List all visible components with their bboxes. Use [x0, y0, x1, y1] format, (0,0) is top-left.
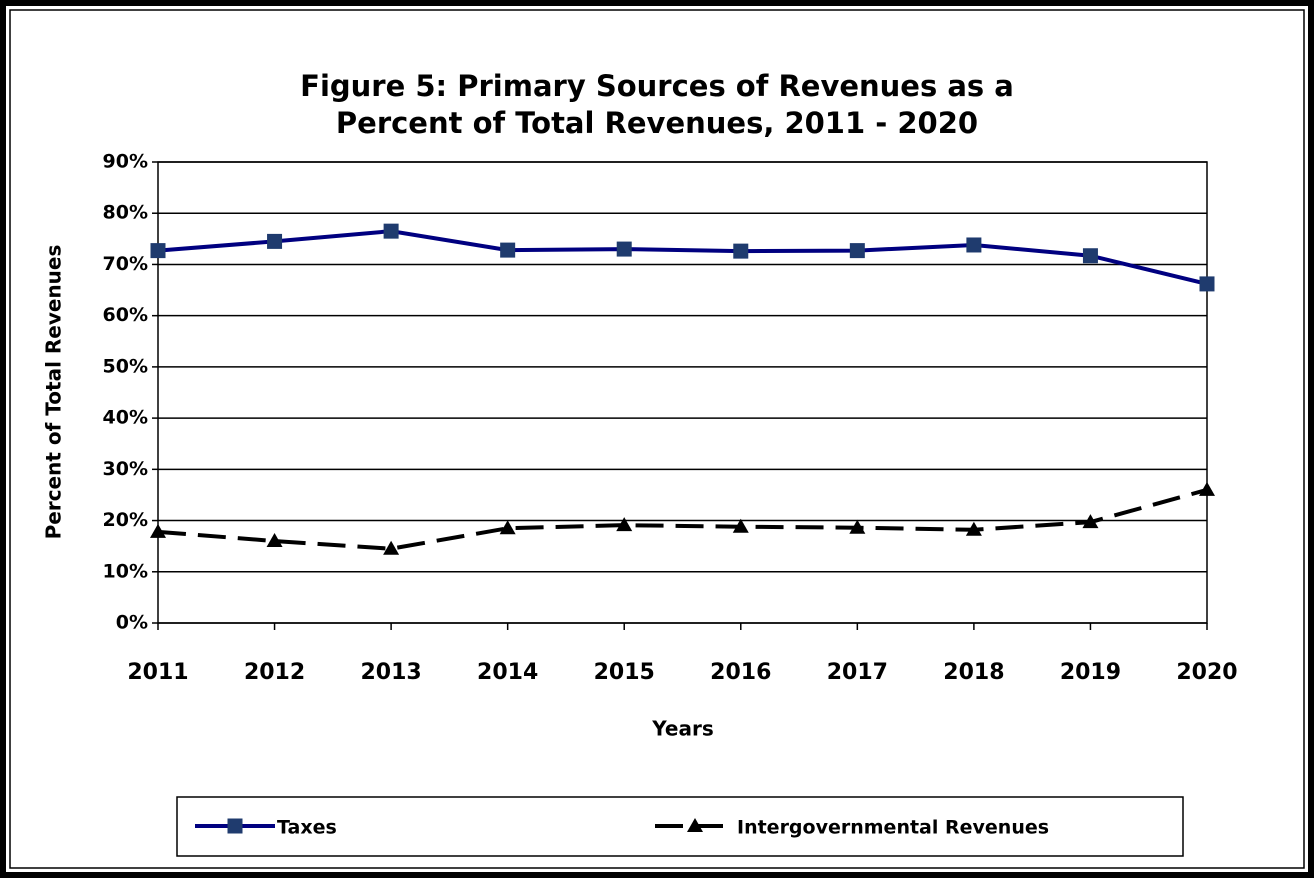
y-tick-label: 10% — [103, 560, 148, 582]
point — [616, 241, 632, 257]
point — [499, 520, 516, 535]
inner-frame — [9, 9, 1305, 869]
x-tick-label: 2019 — [1060, 660, 1121, 685]
x-axis-title: Years — [651, 717, 713, 741]
y-tick-label: 60% — [103, 304, 148, 326]
point — [849, 519, 866, 534]
legend-label: Taxes — [277, 817, 337, 839]
legend-label: Intergovernmental Revenues — [737, 817, 1049, 839]
chart-title: Figure 5: Primary Sources of Revenues as… — [300, 69, 1014, 103]
point — [732, 518, 749, 533]
point — [267, 233, 283, 249]
point — [150, 523, 166, 538]
series-line — [157, 229, 1208, 286]
x-tick-label: 2011 — [127, 660, 188, 685]
point — [849, 243, 865, 259]
y-tick-label: 30% — [103, 458, 148, 480]
point — [966, 237, 982, 253]
x-tick-label: 2012 — [244, 660, 305, 685]
point — [266, 533, 283, 548]
point — [616, 517, 633, 532]
x-tick-label: 2014 — [477, 660, 538, 685]
legend-marker — [227, 818, 243, 834]
y-tick-label: 50% — [103, 355, 148, 377]
x-tick-label: 2015 — [594, 660, 655, 685]
point — [500, 242, 516, 258]
x-tick-label: 2013 — [360, 660, 421, 685]
y-tick-label: 40% — [103, 407, 148, 429]
point — [383, 223, 399, 239]
plot-area — [157, 161, 1208, 624]
x-tick-label: 2020 — [1176, 660, 1237, 685]
point — [150, 243, 166, 259]
y-tick-label: 90% — [103, 151, 148, 173]
point — [965, 521, 982, 536]
point — [1082, 248, 1098, 264]
x-tick-label: 2016 — [710, 660, 771, 685]
point — [1199, 276, 1215, 292]
point — [1199, 481, 1215, 496]
series-line — [157, 487, 1208, 551]
point — [383, 540, 400, 555]
x-tick-label: 2017 — [827, 660, 888, 685]
x-tick-label: 2018 — [943, 660, 1004, 685]
y-tick-label: 80% — [103, 202, 148, 224]
chart-title: Percent of Total Revenues, 2011 - 2020 — [336, 106, 978, 140]
y-tick-label: 70% — [103, 253, 148, 275]
y-tick-label: 20% — [103, 509, 148, 531]
y-tick-label: 0% — [116, 612, 148, 634]
point — [1082, 514, 1099, 529]
y-axis-title: Percent of Total Revenues — [42, 245, 66, 540]
point — [733, 243, 749, 259]
legend-marker — [687, 818, 703, 832]
